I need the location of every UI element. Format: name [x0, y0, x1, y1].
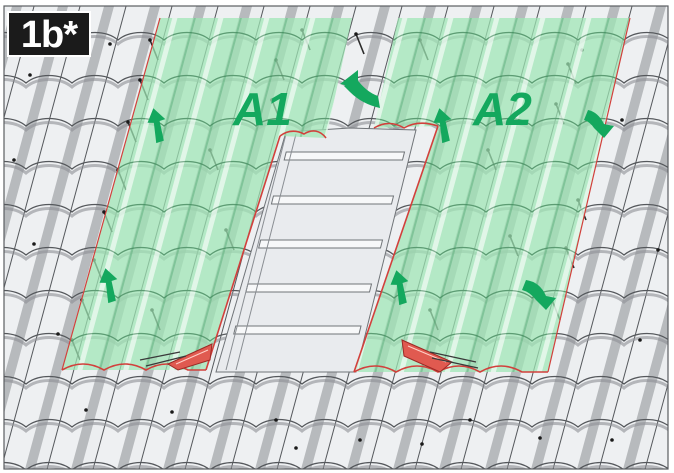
- fold-arrow-icon: [147, 108, 166, 144]
- area-label-a1: A1: [233, 83, 292, 135]
- curved-arrow-icon: [584, 110, 614, 138]
- window-battens: [225, 133, 406, 371]
- red-tab-icon: [139, 343, 213, 371]
- curved-arrow-icon: [340, 70, 380, 108]
- fold-arrow-icon: [390, 270, 409, 306]
- fold-arrow-icon: [99, 268, 118, 304]
- window-opening: [215, 127, 417, 373]
- red-tab-icon: [401, 339, 479, 373]
- area-label-a2: A2: [473, 83, 532, 135]
- step-badge: 1b*: [7, 11, 91, 57]
- fold-arrow-icon: [433, 108, 452, 144]
- curved-arrow-icon: [522, 280, 556, 310]
